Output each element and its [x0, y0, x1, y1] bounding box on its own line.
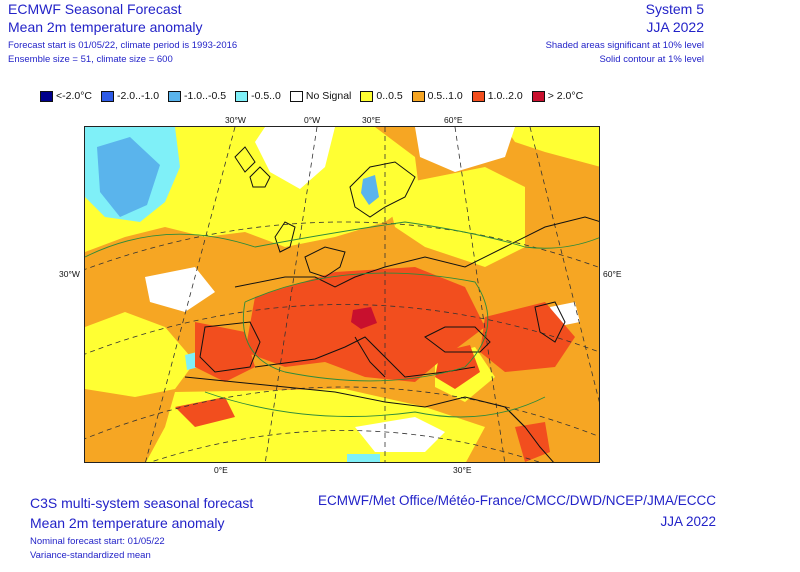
warm-middle-east [435, 345, 480, 389]
lon-label-bottom-0e: 0°E [214, 465, 228, 475]
coastlines [184, 146, 599, 462]
no-signal-arctic [415, 127, 515, 172]
no-signal-atlantic [145, 267, 215, 312]
lon-label-30e: 30°E [362, 115, 381, 125]
graticule [85, 127, 599, 462]
yellow-northeast [505, 127, 599, 167]
no-signal-greenland [255, 127, 335, 189]
legend-label: -1.0..-0.5 [184, 90, 227, 102]
cold-labrador-core [97, 137, 160, 217]
legend-swatch [289, 90, 303, 102]
anomaly-map [84, 126, 600, 463]
yellow-west-atlantic [85, 312, 195, 397]
legend-label: 1.0..2.0 [487, 90, 523, 102]
contour-note: Solid contour at 1% level [599, 54, 704, 65]
footer-season: JJA 2022 [660, 514, 716, 529]
legend-item: 0.5..1.0 [411, 90, 463, 102]
legend-item: -1.0..-0.5 [168, 90, 226, 102]
color-legend: <-2.0°C -2.0..-1.0 -1.0..-0.5 -0.5..0 No Sig… [40, 88, 592, 104]
footer-variable: Mean 2m temperature anomaly [30, 515, 225, 531]
season-label: JJA 2022 [646, 19, 704, 35]
forecast-org-title: ECMWF Seasonal Forecast [8, 1, 182, 17]
legend-item: -2.0..-1.0 [101, 90, 159, 102]
footer-variance-note: Variance-standardized mean [30, 550, 151, 561]
warm-black-sea-region [480, 302, 575, 372]
yellow-east [385, 167, 525, 267]
forecast-start-line: Forecast start is 01/05/22, climate peri… [8, 40, 238, 51]
lon-label-60e: 60°E [444, 115, 463, 125]
lon-label-bottom-30e: 30°E [453, 465, 472, 475]
legend-item: No Signal [289, 90, 352, 102]
legend-label: 0.5..1.0 [427, 90, 463, 102]
legend-label: -2.0..-1.0 [117, 90, 160, 102]
ensemble-size-line: Ensemble size = 51, climate size = 600 [8, 54, 173, 65]
legend-swatch [531, 90, 545, 102]
warm-red-sea [515, 422, 550, 462]
lon-label-30w: 30°W [225, 115, 246, 125]
hot-alps-core [351, 307, 377, 329]
footer-nominal-start: Nominal forecast start: 01/05/22 [30, 536, 165, 547]
lon-label-0: 0°W [304, 115, 321, 125]
legend-label: -0.5..0 [251, 90, 281, 102]
footer-title: C3S multi-system seasonal forecast [30, 495, 254, 511]
cold-sahara-edge [347, 454, 380, 462]
legend-swatch [40, 90, 53, 102]
warm-north-africa [175, 397, 235, 427]
legend-item: 0..0.5 [360, 90, 403, 102]
forecast-variable-title: Mean 2m temperature anomaly [8, 19, 203, 35]
no-signal-north-africa [355, 417, 445, 452]
legend-swatch [411, 90, 425, 102]
legend-item: -0.5..0 [235, 90, 281, 102]
legend-label: No Signal [305, 90, 352, 102]
legend-label: <-2.0°C [56, 90, 93, 102]
legend-swatch [168, 90, 182, 102]
legend-item: 1.0..2.0 [471, 90, 523, 102]
legend-swatch [471, 90, 485, 102]
footer-centres: ECMWF/Met Office/Météo-France/CMCC/DWD/N… [317, 493, 716, 508]
legend-swatch [360, 90, 374, 102]
cold-scandinavia [361, 175, 379, 205]
legend-item: <-2.0°C [40, 90, 92, 102]
legend-label: > 2.0°C [547, 90, 584, 102]
legend-label: 0..0.5 [376, 90, 403, 102]
significance-note: Shaded areas significant at 10% level [545, 40, 704, 51]
legend-item: > 2.0°C [531, 90, 584, 102]
legend-swatch [235, 90, 249, 102]
lat-label-right: 60°E [603, 269, 622, 279]
system-label: System 5 [645, 1, 704, 17]
legend-swatch [101, 90, 115, 102]
lat-label-left: 30°W [59, 269, 80, 279]
significance-contours [85, 221, 599, 418]
